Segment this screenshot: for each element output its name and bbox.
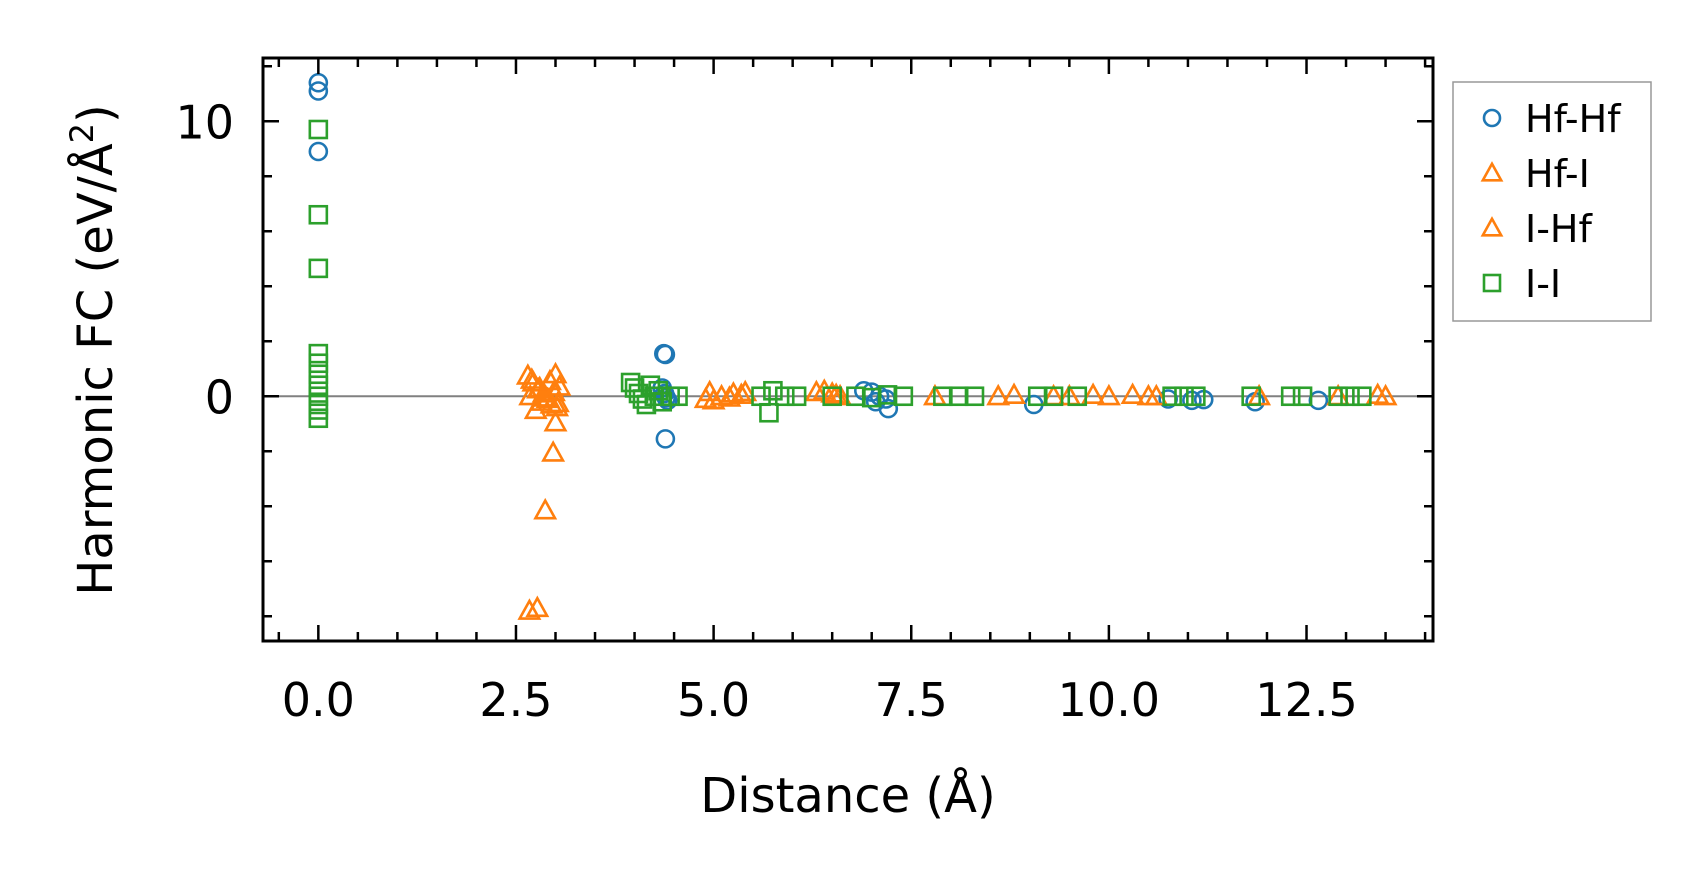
- y-axis-label-close: ): [68, 104, 124, 123]
- y-tick-label: 10: [175, 95, 234, 149]
- legend-label: Hf-I: [1525, 152, 1590, 196]
- data-point: [517, 598, 542, 620]
- plot-frame: [261, 56, 1435, 643]
- data-point: [1292, 386, 1313, 407]
- data-point: [545, 390, 570, 413]
- legend-label: I-Hf: [1525, 207, 1593, 251]
- data-point: [822, 386, 842, 407]
- data-point: [733, 379, 758, 402]
- legend-label: Hf-Hf: [1525, 97, 1622, 141]
- data-point: [1120, 382, 1145, 404]
- data-point: [893, 386, 914, 407]
- data-point: [655, 429, 676, 449]
- x-axis-label: Distance (Å): [700, 767, 995, 824]
- data-point: [541, 440, 566, 462]
- data-point: [308, 375, 329, 396]
- data-point: [1002, 382, 1026, 404]
- data-point: [1096, 383, 1121, 406]
- data-point: [804, 379, 829, 402]
- data-point: [701, 387, 726, 410]
- data-point: [308, 72, 329, 93]
- data-point: [1174, 386, 1194, 407]
- data-point: [534, 385, 558, 407]
- data-point: [693, 386, 718, 409]
- data-point: [308, 258, 329, 279]
- data-point: [865, 391, 886, 412]
- data-point: [1081, 382, 1106, 404]
- data-point: [1280, 386, 1301, 407]
- data-point: [1352, 386, 1372, 407]
- data-point: [519, 367, 544, 389]
- series-i-i: [308, 119, 1372, 429]
- data-point: [308, 81, 329, 101]
- data-point: [1308, 390, 1329, 411]
- data-point: [1067, 386, 1088, 407]
- data-point: [308, 204, 329, 225]
- data-point: [308, 408, 329, 429]
- x-tick-label: 7.5: [875, 673, 948, 727]
- data-point: [518, 383, 543, 406]
- x-tick-label: 2.5: [479, 673, 552, 727]
- series-hf-i: [515, 361, 1398, 620]
- data-point: [964, 386, 985, 407]
- data-point: [308, 364, 329, 385]
- data-point: [543, 409, 568, 432]
- data-point: [759, 402, 779, 423]
- legend-marker: [1480, 216, 1504, 237]
- data-point: [525, 595, 550, 618]
- y-axis-label-main: Harmonic FC (eV/Å: [67, 143, 124, 596]
- data-point: [763, 380, 783, 401]
- data-point: [1186, 386, 1206, 407]
- legend-marker: [1480, 161, 1504, 182]
- legend-marker: [1482, 108, 1502, 128]
- y-tick-label: 0: [205, 370, 234, 424]
- data-point: [655, 344, 676, 365]
- data-point: [308, 353, 329, 374]
- data-point: [648, 380, 669, 401]
- data-point: [1340, 386, 1360, 407]
- data-point: [1241, 386, 1261, 407]
- data-point: [533, 497, 558, 520]
- data-point: [1144, 383, 1169, 406]
- data-point: [786, 386, 807, 407]
- data-point: [729, 382, 754, 404]
- data-point: [1043, 386, 1064, 407]
- y-axis-label: Harmonic FC (eV/Å2): [63, 104, 124, 596]
- data-point: [308, 119, 329, 140]
- x-tick-label: 5.0: [677, 673, 750, 727]
- x-tick-label: 10.0: [1058, 673, 1160, 727]
- data-point: [1373, 383, 1398, 406]
- data-point: [774, 386, 795, 407]
- data-point: [986, 383, 1011, 406]
- x-tick-label: 12.5: [1255, 673, 1357, 727]
- legend-marker: [1482, 273, 1502, 293]
- legend: Hf-Hf Hf-I I-Hf I-I: [1452, 81, 1652, 322]
- legend-label: I-I: [1525, 262, 1561, 306]
- data-point: [308, 141, 329, 162]
- data-point: [668, 386, 688, 407]
- data-point: [1162, 386, 1182, 407]
- data-point: [1328, 386, 1348, 407]
- y-axis-label-superscript: 2: [63, 123, 101, 143]
- x-tick-label: 0.0: [282, 673, 355, 727]
